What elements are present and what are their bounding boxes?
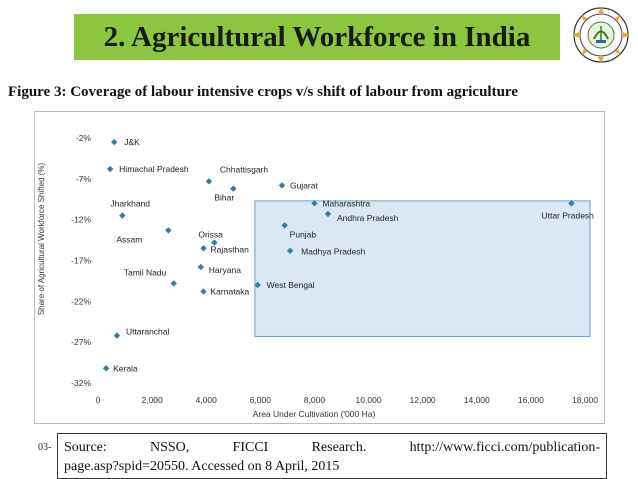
source-word: FICCI xyxy=(232,440,269,455)
x-tick-label: 16,000 xyxy=(518,395,544,405)
point-label: Orissa xyxy=(198,230,223,240)
data-point xyxy=(311,200,318,207)
point-label: Maharashtra xyxy=(322,198,370,208)
point-label: West Bengal xyxy=(267,280,315,290)
x-tick-label: 14,000 xyxy=(464,395,490,405)
point-label: Madhya Pradesh xyxy=(301,247,366,257)
source-word: Source: xyxy=(64,440,107,455)
scatter-chart: -2% -7% -12% -17% -22% -27% -32% 0 2,000 4,000 6,0… xyxy=(37,133,598,419)
data-point xyxy=(106,165,114,173)
point-label: Himachal Pradesh xyxy=(119,164,189,174)
data-point xyxy=(102,365,110,372)
y-axis-label: Share of Agricultural Workforce Shifted … xyxy=(37,162,46,315)
x-tick-label: 0 xyxy=(96,395,101,405)
data-point xyxy=(230,185,237,192)
data-point xyxy=(200,288,207,295)
x-tick-label: 18,000 xyxy=(572,395,598,405)
y-tick-label: -27% xyxy=(71,337,91,347)
point-label: Jharkhand xyxy=(110,199,150,209)
data-point xyxy=(568,200,575,207)
point-label: Uttar Pradesh xyxy=(541,210,594,220)
point-label: Tamil Nadu xyxy=(124,267,167,277)
data-point xyxy=(119,212,126,219)
source-line-1: Source: NSSO, FICCI Research. http://www.fic… xyxy=(64,438,600,457)
point-label: Assam xyxy=(116,234,142,244)
data-point xyxy=(200,245,207,252)
data-point xyxy=(324,210,332,218)
point-label: Uttaranchal xyxy=(126,327,170,337)
point-label: Chhattisgarh xyxy=(220,164,268,174)
point-label: Haryana xyxy=(209,265,241,275)
data-point xyxy=(278,182,286,189)
x-tick-label: 4,000 xyxy=(196,395,218,405)
y-tick-label: -22% xyxy=(71,296,91,306)
point-label: Gujarat xyxy=(290,180,319,190)
y-tick-label: -7% xyxy=(76,174,92,184)
x-tick-label: 12,000 xyxy=(410,395,436,405)
source-word: http://www.ficci.com/publication- xyxy=(409,440,600,455)
slide-title: 2. Agricultural Workforce in India xyxy=(103,20,531,53)
data-point xyxy=(286,247,294,254)
x-tick-label: 2,000 xyxy=(141,395,163,405)
chart-frame xyxy=(34,111,605,424)
highlight-region xyxy=(254,200,591,337)
point-label: Rajasthan xyxy=(211,244,250,254)
slide-number: 03- xyxy=(38,442,52,453)
x-tick-label: 8,000 xyxy=(304,395,326,405)
point-label: J&K xyxy=(124,137,140,147)
point-label: Bihar xyxy=(214,193,234,203)
point-label: Kerala xyxy=(113,363,138,373)
y-tick-label: -32% xyxy=(71,378,91,388)
x-tick-label: 10,000 xyxy=(356,395,382,405)
data-point xyxy=(165,227,172,234)
data-point xyxy=(281,222,288,229)
source-line-2: page.asp?spid=20550. Accessed on 8 April… xyxy=(64,459,340,474)
data-point xyxy=(113,332,121,339)
point-label: Karnataka xyxy=(211,287,250,297)
point-label: Punjab xyxy=(290,229,317,239)
data-point xyxy=(205,178,213,185)
data-point xyxy=(254,281,261,289)
data-point xyxy=(211,239,218,246)
y-tick-label: -17% xyxy=(71,256,91,266)
data-point xyxy=(197,263,205,271)
data-point xyxy=(170,280,177,287)
y-tick-label: -2% xyxy=(76,133,92,143)
source-citation: Source: NSSO, FICCI Research. http://www.fic… xyxy=(57,433,607,479)
figure-caption: Figure 3: Coverage of labour intensive c… xyxy=(8,84,518,100)
x-axis-label: Area Under Cultivation ('000 Ha) xyxy=(253,409,376,419)
x-tick-label: 6,000 xyxy=(250,395,272,405)
slide-title-banner: 2. Agricultural Workforce in India xyxy=(74,14,560,60)
institution-logo-icon xyxy=(573,7,629,63)
source-word: Research. xyxy=(311,440,367,455)
source-word: NSSO, xyxy=(150,440,190,455)
data-point xyxy=(111,138,118,146)
y-tick-label: -12% xyxy=(71,215,91,225)
point-label: Andhra Pradesh xyxy=(337,213,399,223)
